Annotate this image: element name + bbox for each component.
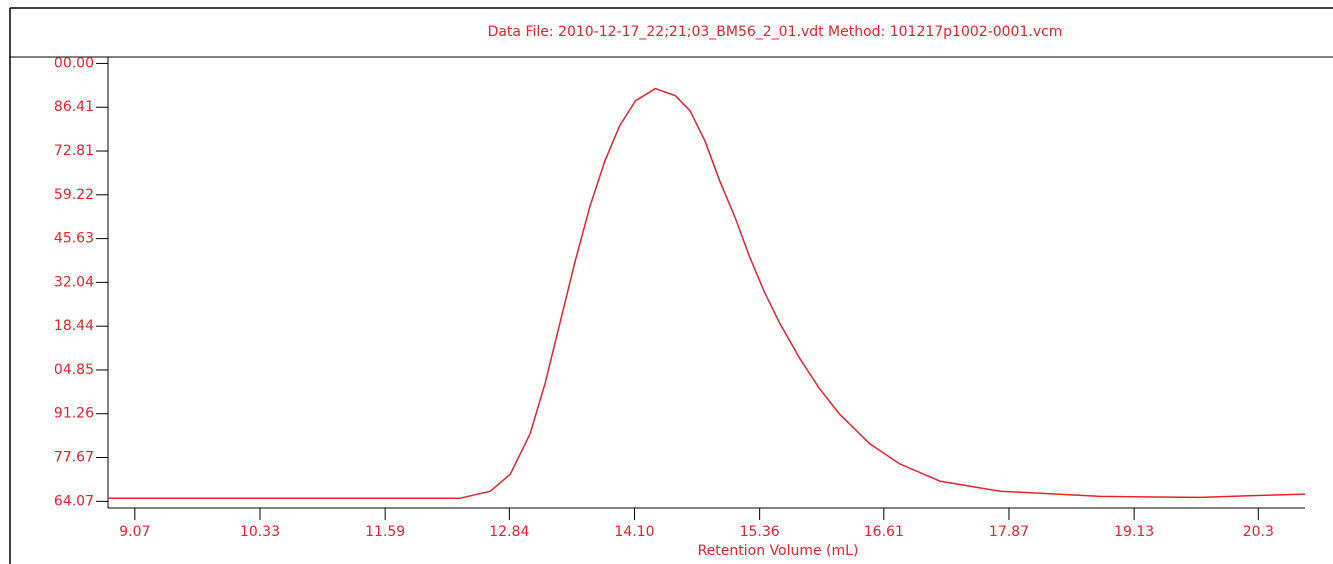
y-tick-label: 18.44 (54, 318, 94, 334)
chart-title: Data File: 2010-12-17_22;21;03_BM56_2_01… (488, 24, 1063, 40)
y-tick-label: 91.26 (54, 406, 94, 422)
y-tick-label: 77.67 (54, 450, 94, 466)
x-tick-label: 11.59 (365, 524, 405, 540)
x-tick-label: 17.87 (989, 524, 1029, 540)
x-tick-label: 19.13 (1114, 524, 1154, 540)
x-tick-label: 16.61 (864, 524, 904, 540)
x-tick-label: 15.36 (740, 524, 780, 540)
y-tick-label: 64.07 (54, 493, 94, 509)
x-tick-label: 20.3 (1243, 524, 1274, 540)
x-tick-label: 12.84 (489, 524, 529, 540)
data-line (108, 87, 1306, 500)
y-tick-label: 72.81 (54, 143, 94, 159)
y-tick-label: 86.41 (54, 99, 94, 115)
y-tick-label: 45.63 (54, 231, 94, 247)
y-tick-label: 04.85 (54, 362, 94, 378)
y-tick-label: 59.22 (54, 187, 94, 203)
x-axis-label: Retention Volume (mL) (698, 543, 859, 559)
y-tick-label: 32.04 (54, 274, 94, 290)
x-tick-label: 9.07 (119, 524, 150, 540)
x-tick-label: 14.10 (614, 524, 654, 540)
x-tick-label: 10.33 (240, 524, 280, 540)
y-tick-label: 00.00 (54, 55, 94, 71)
